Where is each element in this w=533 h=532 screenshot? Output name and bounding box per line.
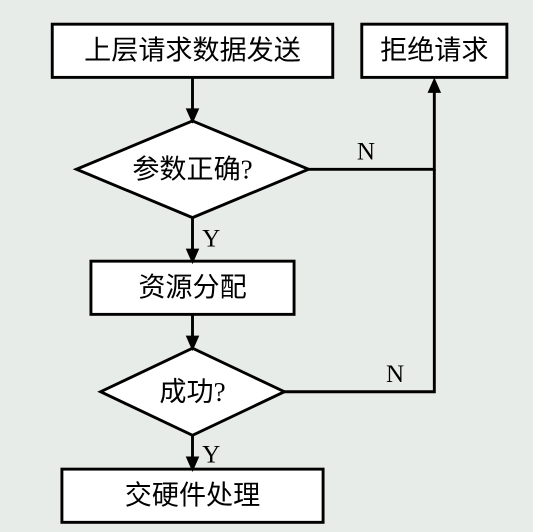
node-hw-label: 交硬件处理 (125, 480, 260, 510)
node-hw: 交硬件处理 (62, 469, 323, 522)
flowchart-canvas: 上层请求数据发送 拒绝请求 参数正确? 资源分配 成功? 交硬件处理 Y (0, 0, 533, 532)
edge-check2-reject-label: N (386, 361, 404, 388)
node-start-label: 上层请求数据发送 (84, 35, 301, 65)
node-start: 上层请求数据发送 (52, 24, 333, 77)
node-check1-label: 参数正确? (132, 154, 252, 184)
node-check1: 参数正确? (76, 121, 308, 218)
edge-check1-alloc-label: Y (202, 226, 220, 253)
edge-start-check1 (186, 77, 200, 123)
node-alloc: 资源分配 (91, 261, 294, 314)
edge-check1-reject-label: N (357, 139, 375, 166)
node-check2-label: 成功? (159, 377, 225, 407)
edge-alloc-check2 (186, 314, 200, 351)
node-reject: 拒绝请求 (362, 24, 507, 77)
edge-check1-alloc: Y (186, 218, 221, 264)
edge-check2-reject: N (284, 169, 434, 391)
edge-check1-reject: N (309, 77, 442, 169)
node-check2: 成功? (101, 348, 285, 435)
edge-check2-hw: Y (186, 435, 221, 472)
node-alloc-label: 资源分配 (138, 272, 246, 302)
node-reject-label: 拒绝请求 (380, 35, 488, 65)
edge-check2-hw-label: Y (202, 441, 220, 468)
